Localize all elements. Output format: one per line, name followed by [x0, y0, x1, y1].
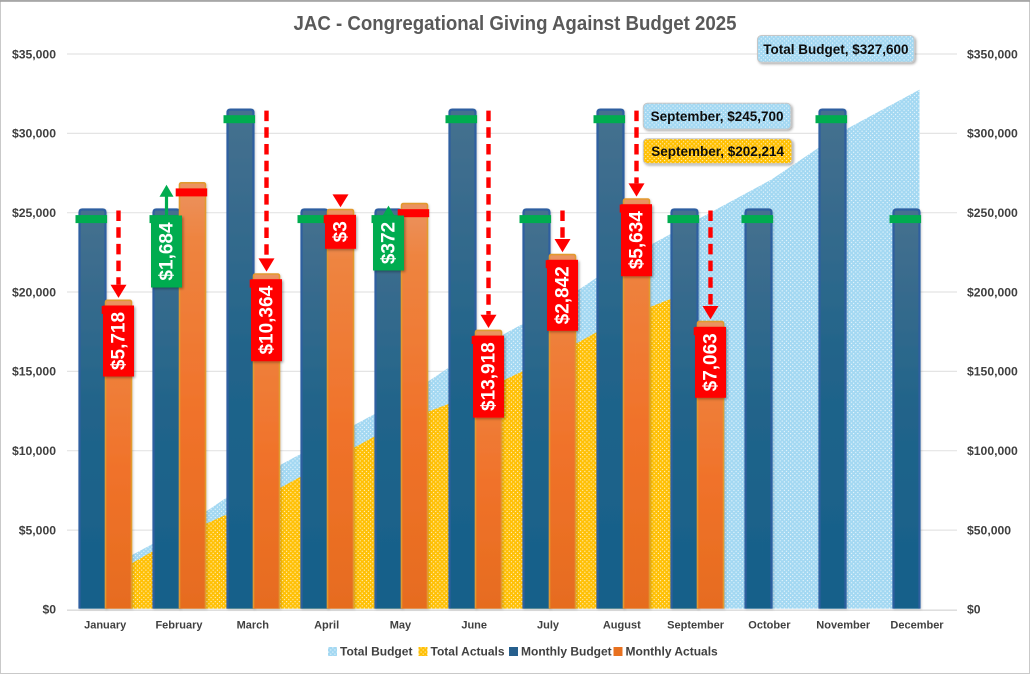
svg-text:$7,063: $7,063 — [700, 333, 721, 391]
svg-text:March: March — [237, 620, 270, 632]
svg-text:$200,000: $200,000 — [967, 285, 1018, 299]
svg-text:July: July — [537, 620, 560, 632]
svg-text:$50,000: $50,000 — [967, 523, 1011, 537]
svg-text:$0: $0 — [967, 603, 981, 617]
svg-text:$25,000: $25,000 — [12, 206, 56, 220]
svg-text:October: October — [748, 620, 791, 632]
svg-text:November: November — [816, 620, 871, 632]
svg-text:$13,918: $13,918 — [478, 342, 499, 411]
svg-text:$5,718: $5,718 — [108, 312, 129, 370]
svg-text:September, $202,214: September, $202,214 — [651, 144, 784, 159]
svg-text:$5,000: $5,000 — [19, 523, 56, 537]
svg-text:$2,842: $2,842 — [552, 266, 573, 324]
svg-text:$30,000: $30,000 — [12, 127, 56, 141]
svg-text:December: December — [890, 620, 944, 632]
svg-text:$3: $3 — [330, 221, 351, 242]
svg-text:$1,684: $1,684 — [156, 222, 177, 281]
svg-text:August: August — [603, 620, 641, 632]
svg-text:$350,000: $350,000 — [967, 47, 1018, 61]
svg-text:Monthly Budget: Monthly Budget — [521, 645, 612, 659]
svg-text:May: May — [390, 620, 412, 632]
svg-text:$372: $372 — [378, 222, 399, 264]
svg-text:$300,000: $300,000 — [967, 127, 1018, 141]
svg-text:$35,000: $35,000 — [12, 47, 56, 61]
svg-text:Total Budget: Total Budget — [340, 645, 412, 659]
svg-text:Total Budget, $327,600: Total Budget, $327,600 — [763, 42, 908, 57]
svg-text:September: September — [667, 620, 725, 632]
svg-text:April: April — [314, 620, 339, 632]
svg-text:September, $245,700: September, $245,700 — [651, 109, 784, 124]
svg-text:$10,364: $10,364 — [256, 285, 277, 354]
svg-text:$10,000: $10,000 — [12, 444, 56, 458]
svg-text:$250,000: $250,000 — [967, 206, 1018, 220]
svg-text:$15,000: $15,000 — [12, 365, 56, 379]
svg-text:$100,000: $100,000 — [967, 444, 1018, 458]
svg-text:$150,000: $150,000 — [967, 365, 1018, 379]
svg-text:Total Actuals: Total Actuals — [431, 645, 505, 659]
svg-text:$20,000: $20,000 — [12, 285, 56, 299]
svg-text:$5,634: $5,634 — [626, 211, 647, 270]
svg-text:JAC - Congregational Giving Ag: JAC - Congregational Giving Against Budg… — [294, 12, 737, 35]
svg-text:Monthly Actuals: Monthly Actuals — [626, 645, 719, 659]
svg-text:February: February — [155, 620, 203, 632]
svg-text:January: January — [84, 620, 127, 632]
svg-text:$0: $0 — [42, 603, 56, 617]
svg-text:June: June — [461, 620, 487, 632]
